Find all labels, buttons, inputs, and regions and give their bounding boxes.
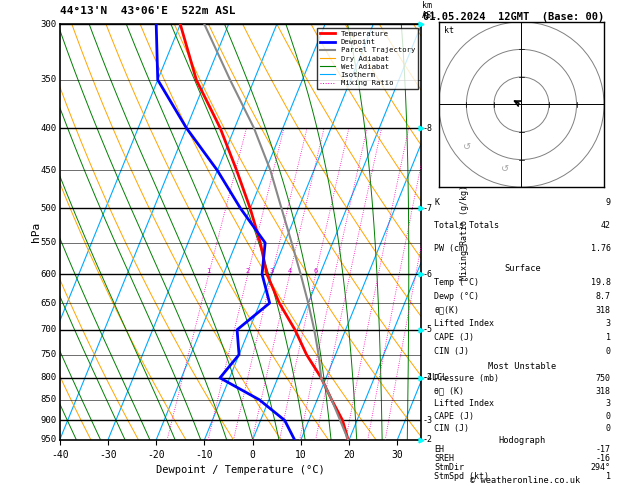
Text: -6: -6 (422, 270, 432, 278)
Text: $\circlearrowleft$: $\circlearrowleft$ (461, 140, 472, 151)
Text: 6: 6 (314, 268, 318, 274)
Text: Surface: Surface (504, 264, 541, 273)
Text: 1: 1 (207, 268, 211, 274)
Text: Most Unstable: Most Unstable (488, 362, 557, 371)
Text: 3: 3 (270, 268, 274, 274)
Text: 01.05.2024  12GMT  (Base: 00): 01.05.2024 12GMT (Base: 00) (423, 12, 604, 22)
Text: 44°13'N  43°06'E  522m ASL: 44°13'N 43°06'E 522m ASL (60, 5, 235, 16)
Text: -2: -2 (422, 435, 432, 444)
X-axis label: Dewpoint / Temperature (°C): Dewpoint / Temperature (°C) (156, 465, 325, 475)
Text: 2: 2 (246, 268, 250, 274)
Legend: Temperature, Dewpoint, Parcel Trajectory, Dry Adiabat, Wet Adiabat, Isotherm, Mi: Temperature, Dewpoint, Parcel Trajectory… (318, 28, 418, 89)
Text: 0: 0 (606, 412, 611, 421)
Text: hPa: hPa (31, 222, 42, 242)
Text: Lifted Index: Lifted Index (434, 319, 494, 329)
Text: 1: 1 (606, 472, 611, 481)
Text: -2LCL: -2LCL (422, 373, 447, 382)
Text: 800: 800 (41, 373, 57, 382)
Text: 8.7: 8.7 (596, 292, 611, 301)
Text: 4: 4 (287, 268, 292, 274)
Text: 3: 3 (606, 319, 611, 329)
Text: 294°: 294° (591, 463, 611, 472)
Text: 318: 318 (596, 387, 611, 396)
Text: SREH: SREH (434, 454, 454, 463)
Text: -5: -5 (422, 325, 432, 334)
Text: Pressure (mb): Pressure (mb) (434, 374, 499, 383)
Text: StmDir: StmDir (434, 463, 464, 472)
Text: -4: -4 (422, 373, 432, 382)
Text: 0: 0 (606, 347, 611, 356)
Text: 19.8: 19.8 (591, 278, 611, 287)
Text: 950: 950 (41, 435, 57, 444)
Text: Temp (°C): Temp (°C) (434, 278, 479, 287)
Text: K: K (434, 198, 439, 207)
Text: -17: -17 (596, 445, 611, 454)
Text: $\circlearrowleft$: $\circlearrowleft$ (499, 163, 511, 173)
Text: -8: -8 (422, 123, 432, 133)
Text: kt: kt (444, 26, 454, 35)
Text: 1: 1 (606, 333, 611, 342)
Text: Hodograph: Hodograph (499, 436, 546, 445)
Text: Totals Totals: Totals Totals (434, 221, 499, 230)
Text: θᴇ (K): θᴇ (K) (434, 387, 464, 396)
Text: 318: 318 (596, 306, 611, 314)
Text: 1.76: 1.76 (591, 244, 611, 253)
Text: -16: -16 (596, 454, 611, 463)
Text: CAPE (J): CAPE (J) (434, 412, 474, 421)
Text: PW (cm): PW (cm) (434, 244, 469, 253)
Text: 750: 750 (596, 374, 611, 383)
Text: 42: 42 (601, 221, 611, 230)
Text: 550: 550 (41, 238, 57, 247)
Text: 600: 600 (41, 270, 57, 278)
Text: km
ASL: km ASL (422, 1, 437, 20)
Text: 650: 650 (41, 298, 57, 308)
Text: Lifted Index: Lifted Index (434, 399, 494, 408)
Text: Mixing Ratio (g/kg): Mixing Ratio (g/kg) (460, 185, 469, 279)
Text: CIN (J): CIN (J) (434, 424, 469, 433)
Text: EH: EH (434, 445, 444, 454)
Text: 400: 400 (41, 123, 57, 133)
Text: 3: 3 (606, 399, 611, 408)
Text: θᴇ(K): θᴇ(K) (434, 306, 459, 314)
Text: 300: 300 (41, 20, 57, 29)
Text: 450: 450 (41, 166, 57, 175)
Text: -3: -3 (422, 416, 432, 425)
Text: Dewp (°C): Dewp (°C) (434, 292, 479, 301)
Text: -7: -7 (422, 204, 432, 213)
Text: © weatheronline.co.uk: © weatheronline.co.uk (470, 475, 581, 485)
Text: StmSpd (kt): StmSpd (kt) (434, 472, 489, 481)
Text: 9: 9 (606, 198, 611, 207)
Text: 700: 700 (41, 325, 57, 334)
Text: 350: 350 (41, 75, 57, 85)
Text: 500: 500 (41, 204, 57, 213)
Text: 850: 850 (41, 395, 57, 404)
Text: CIN (J): CIN (J) (434, 347, 469, 356)
Text: 900: 900 (41, 416, 57, 425)
Text: CAPE (J): CAPE (J) (434, 333, 474, 342)
Text: 0: 0 (606, 424, 611, 433)
Text: 750: 750 (41, 350, 57, 359)
